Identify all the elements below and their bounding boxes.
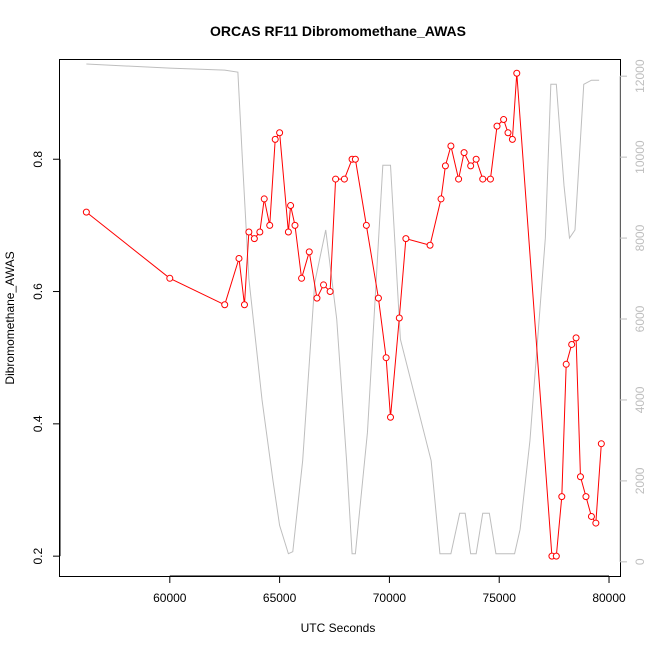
y2-tick-label: 10000 [633,140,647,174]
y-tick-label: 0.6 [31,283,45,300]
y-tick-label: 0.8 [31,151,45,168]
data-point [276,129,284,137]
data-point [500,116,508,124]
y-tick-label: 0.4 [31,415,45,432]
data-point [572,334,580,342]
plot-frame [59,59,621,577]
data-point [426,241,434,249]
data-point [284,228,292,236]
y-tick-label: 0.2 [31,547,45,564]
data-point [472,155,480,163]
data-point [576,473,584,481]
data-point [455,175,463,183]
data-point [395,314,403,322]
data-point [340,175,348,183]
x-axis-label: UTC Seconds [301,621,376,635]
data-point [326,288,334,296]
data-point [513,69,521,77]
y-axis-label: Dibromomethane_AWAS [3,251,17,384]
y2-tick-label: 8000 [633,224,647,251]
data-point [568,340,576,348]
plot-area [82,63,605,560]
data-point [508,135,516,143]
data-point [582,493,590,501]
x-tick-label: 75000 [483,591,517,605]
data-point [552,552,560,560]
data-point [402,235,410,243]
data-point [382,354,390,362]
data-point [291,221,299,229]
data-point [240,301,248,309]
data-point [166,274,174,282]
data-point [260,195,268,203]
y2-tick-label: 6000 [633,305,647,332]
data-point [587,512,595,520]
data-point [298,274,306,282]
x-tick-label: 80000 [592,591,626,605]
data-point [460,149,468,157]
series-line-left [86,73,602,557]
data-point [245,228,253,236]
data-point [387,413,395,421]
data-point [332,175,340,183]
data-point [493,122,501,130]
series-line-right [86,63,600,555]
chart-title: ORCAS RF11 Dibromomethane_AWAS [210,23,466,39]
data-point [82,208,90,216]
data-point [287,202,295,210]
data-point [447,142,455,150]
y-axis: 0.2 0.4 0.6 0.8 [31,151,61,564]
data-point [362,221,370,229]
data-point [437,195,445,203]
data-point [467,162,475,170]
y2-axis: 0 2000 4000 6000 8000 10000 12000 [619,59,647,565]
data-point [486,175,494,183]
y2-tick-label: 0 [633,558,647,565]
data-point [479,175,487,183]
data-point [351,155,359,163]
data-point [221,301,229,309]
data-point [374,294,382,302]
data-point [313,294,321,302]
data-point [320,281,328,289]
data-point [562,360,570,368]
x-tick-label: 65000 [263,591,297,605]
data-point [441,162,449,170]
data-point [558,493,566,501]
data-point [235,254,243,262]
y2-tick-label: 12000 [633,59,647,93]
data-point [305,248,313,256]
y2-tick-label: 4000 [633,386,647,413]
data-point [256,228,264,236]
x-tick-label: 60000 [153,591,187,605]
x-tick-label: 70000 [373,591,407,605]
data-point [266,221,274,229]
data-point [597,440,605,448]
data-point [250,235,258,243]
data-point [504,129,512,137]
data-point [592,519,600,527]
data-point [271,135,279,143]
x-axis: 60000 65000 70000 75000 80000 [153,575,626,605]
y2-tick-label: 2000 [633,467,647,494]
